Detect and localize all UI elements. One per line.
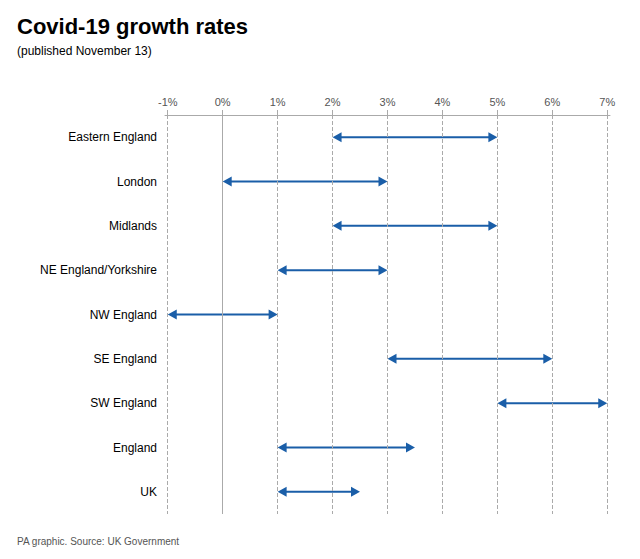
svg-text:Midlands: Midlands xyxy=(109,219,157,233)
svg-text:SE England: SE England xyxy=(94,352,157,366)
svg-text:5%: 5% xyxy=(489,96,505,108)
svg-text:England: England xyxy=(113,441,157,455)
svg-text:3%: 3% xyxy=(380,96,396,108)
svg-text:NW England: NW England xyxy=(90,308,157,322)
svg-text:7%: 7% xyxy=(599,96,615,108)
svg-text:4%: 4% xyxy=(434,96,450,108)
svg-text:1%: 1% xyxy=(270,96,286,108)
svg-text:London: London xyxy=(117,175,157,189)
svg-text:(published November 13): (published November 13) xyxy=(17,44,152,58)
svg-text:Covid-19 growth rates: Covid-19 growth rates xyxy=(17,14,248,39)
svg-text:2%: 2% xyxy=(325,96,341,108)
svg-text:SW England: SW England xyxy=(90,396,157,410)
svg-text:0%: 0% xyxy=(215,96,231,108)
svg-text:PA graphic. Source: UK Governm: PA graphic. Source: UK Government xyxy=(17,536,179,547)
svg-text:Eastern England: Eastern England xyxy=(68,130,157,144)
svg-text:6%: 6% xyxy=(544,96,560,108)
svg-text:NE England/Yorkshire: NE England/Yorkshire xyxy=(40,263,157,277)
svg-text:UK: UK xyxy=(140,485,157,499)
svg-text:-1%: -1% xyxy=(158,96,178,108)
